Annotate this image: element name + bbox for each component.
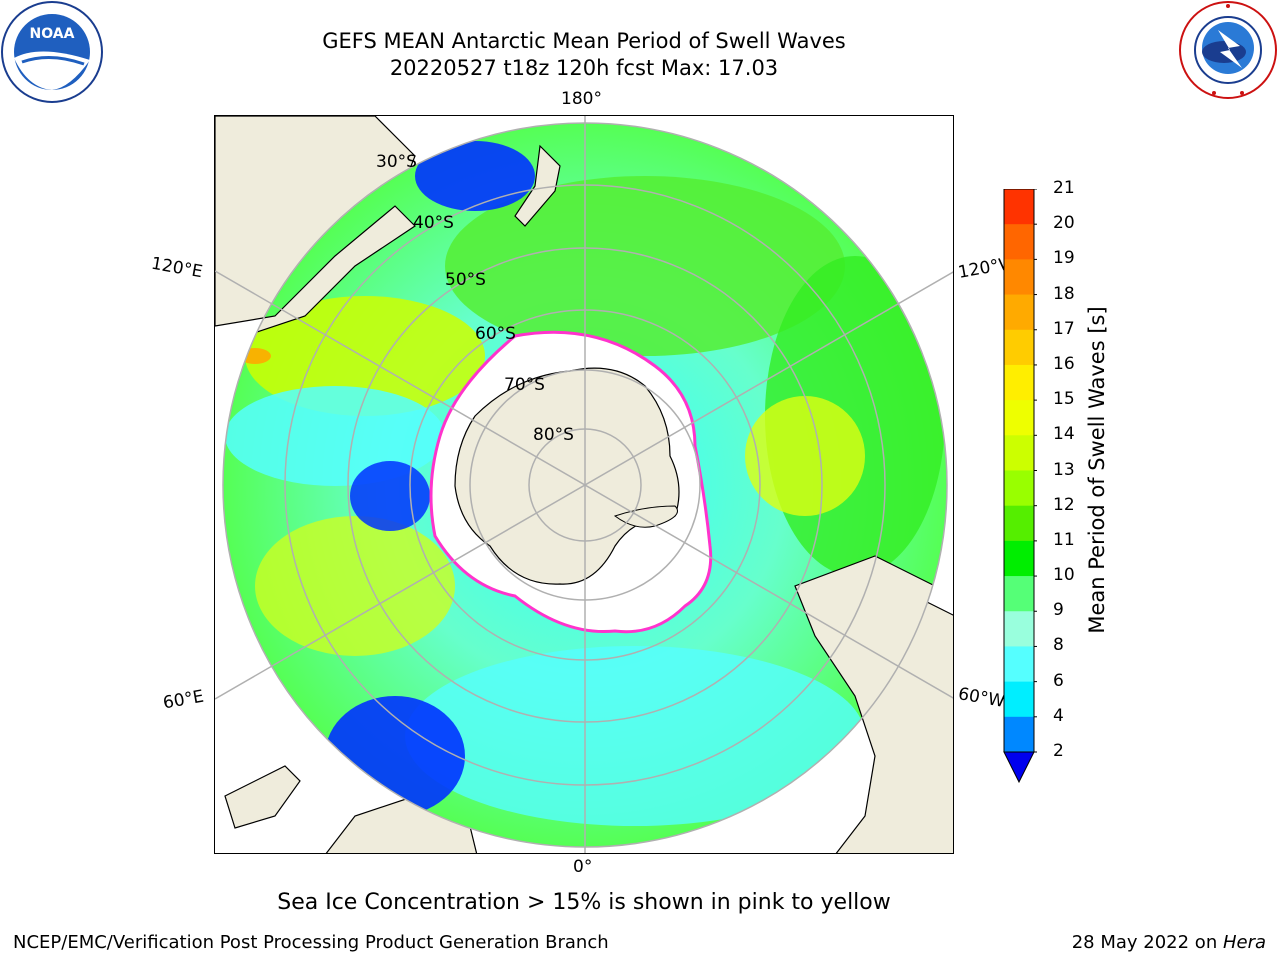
colorbar-segment	[1004, 646, 1034, 683]
nws-logo-icon	[1179, 1, 1277, 99]
colorbar-tick-label: 2	[1053, 741, 1064, 761]
lat-label-50: 50°S	[445, 270, 486, 290]
colorbar-segment	[1004, 364, 1034, 401]
polar-map	[215, 116, 953, 853]
lat-label-60: 60°S	[475, 324, 516, 344]
swell-patch-blue-nw	[415, 141, 535, 211]
colorbar-segment	[1004, 540, 1034, 577]
colorbar-segment	[1004, 259, 1034, 296]
noaa-logo-text: NOAA	[30, 26, 75, 42]
colorbar-segment	[1004, 505, 1034, 542]
land-antarctica	[454, 367, 680, 585]
lat-label-80: 80°S	[533, 425, 574, 445]
colorbar-extend-triangle	[1003, 751, 1035, 784]
lat-label-40: 40°S	[413, 213, 454, 233]
map-panel: 30°S 40°S 50°S 60°S 70°S 80°S	[214, 115, 954, 854]
colorbar-segment	[1004, 294, 1034, 331]
colorbar-tick-label: 6	[1053, 670, 1064, 691]
lon-label-120E: 120°E	[149, 253, 205, 283]
footer-host: Hera	[1222, 932, 1266, 953]
chart-title: GEFS MEAN Antarctic Mean Period of Swell…	[322, 29, 846, 53]
noaa-logo-icon: NOAA	[1, 1, 103, 103]
colorbar-tick-label: 20	[1053, 213, 1075, 234]
colorbar-tick-label: 21	[1053, 178, 1075, 198]
land-antarctic-peninsula	[613, 505, 678, 528]
colorbar-tick-label: 8	[1053, 635, 1064, 656]
footer-date: 28 May 2022 on Hera	[1072, 932, 1266, 953]
swell-patch-yellow-nw	[245, 296, 485, 416]
colorbar	[1003, 189, 1037, 784]
colorbar-tick-label: 4	[1053, 705, 1064, 726]
chart-subtitle: 20220527 t18z 120h fcst Max: 17.03	[389, 56, 779, 80]
lon-label-180: 180°	[561, 89, 602, 109]
graticule	[215, 116, 953, 853]
colorbar-segment	[1004, 400, 1034, 436]
land-madagascar	[224, 765, 301, 829]
colorbar-segment	[1004, 470, 1034, 507]
colorbar-tick-label: 18	[1053, 283, 1075, 304]
colorbar-segment	[1004, 189, 1034, 225]
sea-ice-caption: Sea Ice Concentration > 15% is shown in …	[277, 890, 891, 915]
colorbar-tick-label: 13	[1053, 459, 1075, 480]
footer-date-text: 28 May 2022 on	[1071, 932, 1223, 953]
lat-label-30: 30°S	[376, 152, 417, 172]
colorbar-tick-label: 16	[1053, 353, 1075, 374]
colorbar-tick-label: 10	[1053, 565, 1075, 586]
colorbar-segment	[1004, 611, 1034, 647]
footer-credit: NCEP/EMC/Verification Post Processing Pr…	[13, 932, 609, 953]
lon-label-60E: 60°E	[161, 686, 206, 714]
meridian-60E-120W	[215, 271, 953, 700]
land-new-zealand	[514, 144, 561, 227]
colorbar-segment	[1004, 681, 1034, 718]
lon-label-60W: 60°W	[956, 684, 1007, 712]
swell-patch-yellow-e	[745, 396, 865, 516]
colorbar-tick-label: 14	[1053, 424, 1075, 445]
colorbar-segment	[1004, 329, 1034, 366]
lat-label-70: 70°S	[504, 375, 545, 395]
colorbar-tick-label: 19	[1053, 248, 1075, 269]
colorbar-tick-label: 15	[1053, 389, 1075, 410]
swell-patch-orange-w	[239, 348, 271, 364]
colorbar-tick-label: 17	[1053, 318, 1075, 339]
colorbar-label: Mean Period of Swell Waves [s]	[1085, 306, 1109, 634]
swell-patch-blue-w	[350, 461, 430, 531]
colorbar-tick-label: 9	[1053, 600, 1064, 621]
colorbar-tick-label: 11	[1053, 529, 1075, 550]
swell-patch-cyan-s	[405, 646, 865, 826]
colorbar-segment	[1004, 716, 1034, 753]
swell-patch-yellow-w	[255, 516, 455, 656]
colorbar-segment	[1004, 576, 1034, 612]
colorbar-segment	[1004, 435, 1034, 471]
colorbar-tick-label: 12	[1053, 494, 1075, 515]
lon-label-0: 0°	[573, 857, 593, 877]
colorbar-segment	[1004, 224, 1034, 260]
